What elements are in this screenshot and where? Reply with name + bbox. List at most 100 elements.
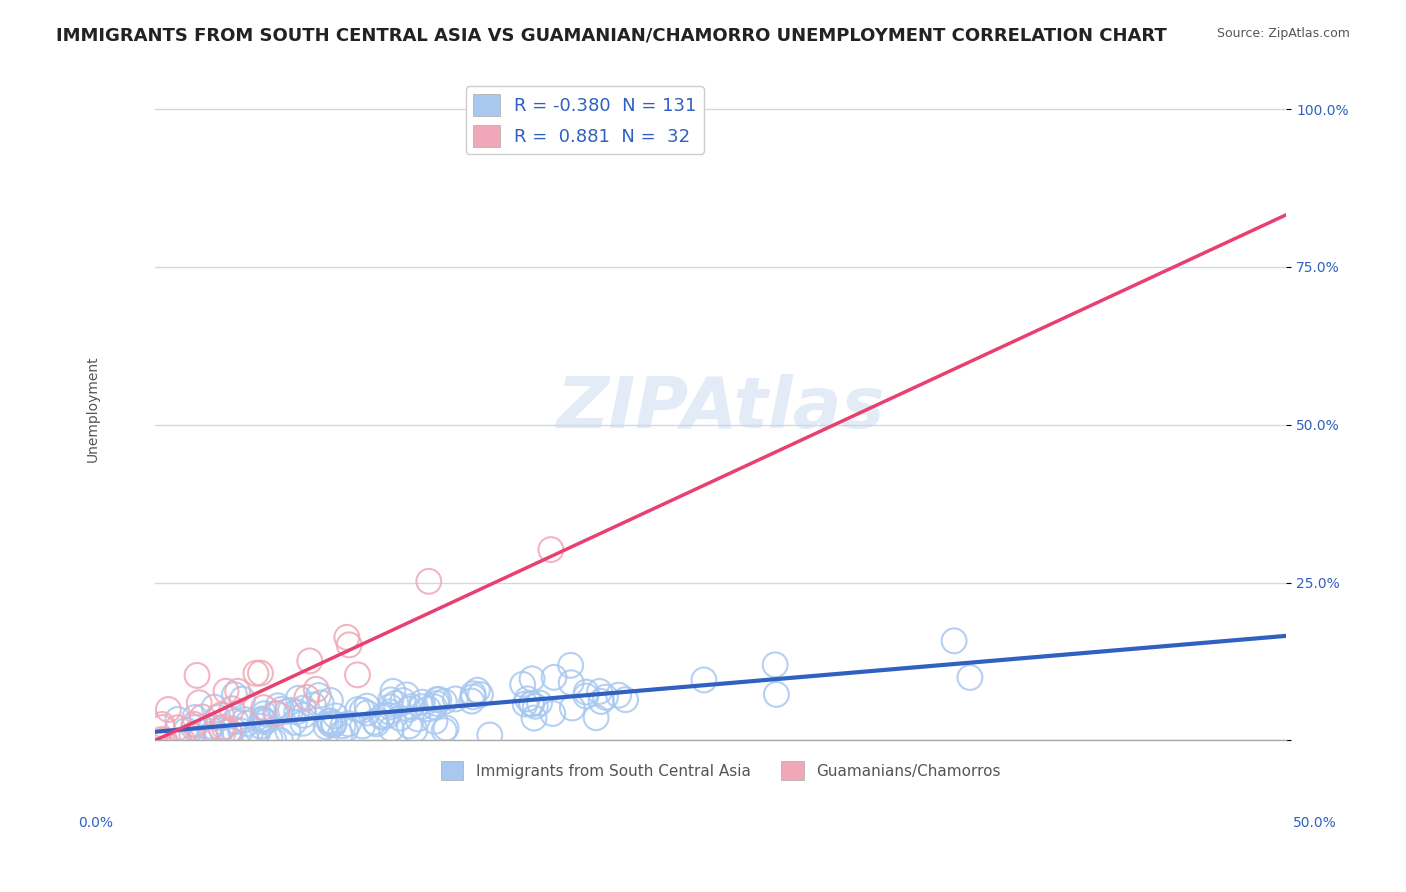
Point [212,720,235,734]
Point [218,724,240,739]
Point [249,666,271,681]
Point [515,697,537,711]
Point [512,677,534,691]
Point [202,700,225,714]
Point [269,733,291,747]
Point [277,724,299,739]
Point [322,716,344,731]
Point [283,715,305,730]
Point [943,633,966,648]
Point [335,723,357,737]
Point [352,703,374,717]
Point [224,688,246,702]
Point [388,711,411,725]
Point [404,723,426,737]
Point [219,733,242,747]
Point [191,710,214,724]
Point [325,709,347,723]
Point [157,702,180,716]
Point [467,683,489,698]
Point [337,716,360,731]
Point [287,691,309,706]
Point [380,722,402,736]
Point [226,684,249,698]
Point [215,684,238,698]
Point [195,733,218,747]
Point [543,670,565,684]
Point [607,688,630,702]
Point [763,657,786,672]
Point [322,717,344,731]
Point [198,722,221,736]
Point [308,689,330,703]
Point [392,693,415,707]
Point [398,702,420,716]
Text: 50.0%: 50.0% [1292,816,1337,830]
Point [298,654,321,668]
Point [309,696,332,710]
Point [295,690,318,705]
Y-axis label: Unemployment: Unemployment [86,356,100,462]
Point [267,698,290,713]
Point [541,706,564,721]
Point [291,716,314,731]
Point [150,732,173,747]
Point [292,701,315,715]
Point [207,710,229,724]
Point [765,687,787,701]
Point [520,672,543,686]
Point [356,699,378,714]
Point [150,721,173,735]
Point [337,638,360,652]
Point [252,712,274,726]
Text: IMMIGRANTS FROM SOUTH CENTRAL ASIA VS GUAMANIAN/CHAMORRO UNEMPLOYMENT CORRELATIO: IMMIGRANTS FROM SOUTH CENTRAL ASIA VS GU… [56,27,1167,45]
Point [222,722,245,736]
Point [366,717,388,731]
Point [959,671,981,685]
Point [444,692,467,706]
Point [319,714,342,728]
Point [540,542,562,557]
Point [478,728,501,742]
Point [371,709,394,723]
Point [423,699,446,714]
Point [463,690,485,704]
Point [315,720,337,734]
Point [201,719,224,733]
Point [259,731,281,746]
Text: Source: ZipAtlas.com: Source: ZipAtlas.com [1216,27,1350,40]
Point [423,714,446,729]
Point [329,727,352,741]
Point [516,691,538,706]
Text: ZIPAtlas: ZIPAtlas [557,375,884,443]
Point [167,733,190,747]
Point [336,630,359,644]
Point [285,705,308,719]
Point [184,710,207,724]
Point [595,690,617,705]
Point [561,701,583,715]
Point [302,698,325,712]
Point [252,712,274,726]
Point [426,697,449,711]
Point [322,717,344,731]
Point [245,666,267,681]
Point [470,688,492,702]
Point [346,702,368,716]
Point [183,717,205,731]
Point [411,699,433,714]
Point [153,733,176,747]
Point [575,685,598,699]
Point [292,708,315,723]
Point [395,688,418,702]
Point [305,682,328,697]
Point [229,723,252,738]
Point [585,711,607,725]
Point [253,700,276,714]
Point [377,708,399,723]
Point [253,706,276,721]
Point [253,714,276,728]
Point [266,706,288,721]
Point [225,714,247,729]
Point [378,699,401,714]
